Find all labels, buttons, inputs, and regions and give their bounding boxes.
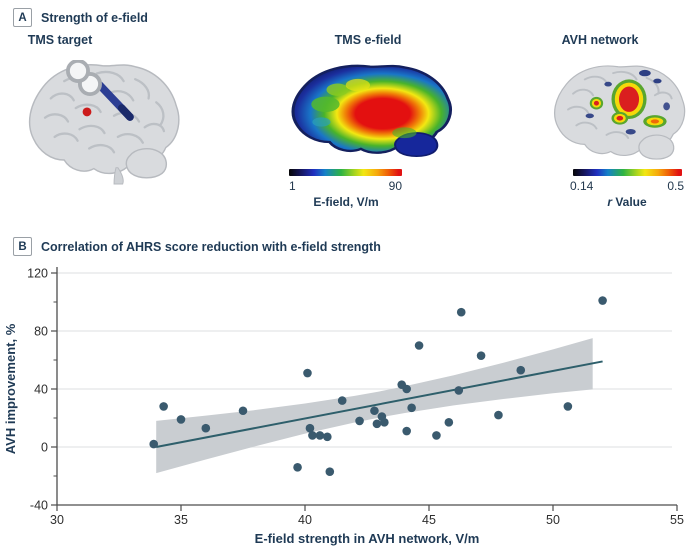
panel-b-label: B bbox=[13, 237, 32, 256]
svg-text:40: 40 bbox=[298, 513, 312, 527]
svg-text:50: 50 bbox=[546, 513, 560, 527]
panel-a-label: A bbox=[13, 8, 32, 27]
avh-network-brain-image bbox=[554, 65, 686, 160]
svg-text:30: 30 bbox=[50, 513, 64, 527]
colorbar-efield bbox=[289, 169, 402, 176]
svg-text:40: 40 bbox=[34, 383, 48, 397]
column-heading-tms-target: TMS target bbox=[27, 33, 93, 47]
tms-efield-brain-image bbox=[291, 64, 452, 157]
avh-network-blobs bbox=[585, 69, 670, 135]
colorbar-efield-min: 1 bbox=[289, 179, 296, 193]
panel-b-title: Correlation of AHRS score reduction with… bbox=[41, 239, 381, 254]
svg-text:120: 120 bbox=[27, 267, 48, 281]
colorbar-efield-max: 90 bbox=[388, 179, 402, 193]
svg-text:-40: -40 bbox=[30, 499, 48, 513]
panel-b-header: B Correlation of AHRS score reduction wi… bbox=[13, 237, 381, 256]
colorbar-rvalue-min: 0.14 bbox=[570, 179, 594, 193]
gyri-lines bbox=[567, 70, 673, 140]
svg-text:35: 35 bbox=[174, 513, 188, 527]
tms-target-brain-image bbox=[28, 60, 180, 185]
column-heading-avh-network: AVH network bbox=[561, 33, 639, 47]
colorbar-rvalue-caption: r Value bbox=[607, 195, 647, 209]
colorbar-efield-caption: E-field, V/m bbox=[313, 195, 379, 209]
column-heading-tms-efield: TMS e-field bbox=[334, 33, 402, 47]
colorbar-rvalue bbox=[573, 169, 682, 176]
svg-text:45: 45 bbox=[422, 513, 436, 527]
svg-text:80: 80 bbox=[34, 325, 48, 339]
svg-text:55: 55 bbox=[670, 513, 684, 527]
scatter-plot: 30 35 40 45 50 55 -40 0 40 80 120 E-field strength … bbox=[3, 267, 684, 547]
svg-text:E-field strength in AVH networ: E-field strength in AVH network, V/m bbox=[255, 531, 480, 546]
tms-target-dot bbox=[82, 107, 92, 117]
panel-a-title: Strength of e-field bbox=[41, 10, 148, 25]
colorbar-rvalue-max: 0.5 bbox=[667, 179, 684, 193]
svg-text:0: 0 bbox=[41, 441, 48, 455]
svg-text:AVH improvement, %: AVH improvement, % bbox=[3, 323, 18, 454]
tms-coil-icon bbox=[66, 60, 134, 121]
panel-a-header: A Strength of e-field bbox=[13, 8, 148, 27]
gyri-lines bbox=[43, 70, 166, 154]
